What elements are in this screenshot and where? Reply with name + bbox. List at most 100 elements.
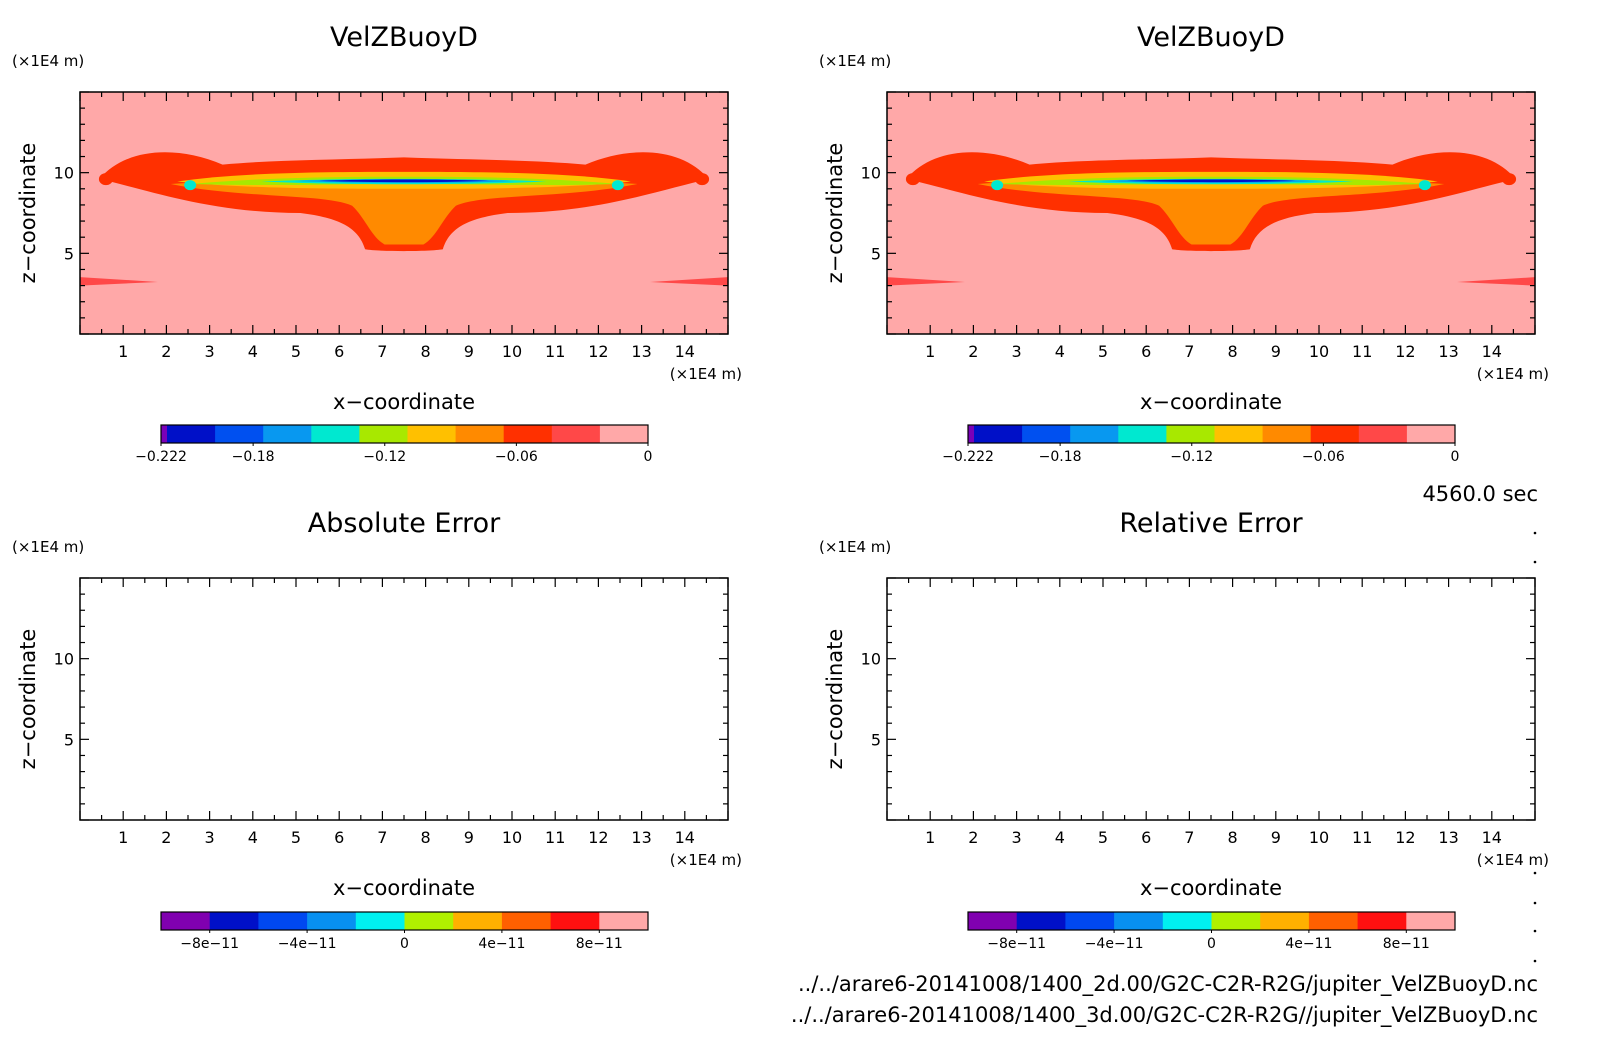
colorbar-swatch [1114, 912, 1164, 930]
colorbar-swatch [1406, 425, 1456, 443]
x-tick-label: 1 [118, 828, 128, 847]
colorbar-tick-label: 0 [400, 936, 409, 952]
y-axis-label: z−coordinate [16, 629, 40, 770]
x-tick-label: 10 [502, 828, 522, 847]
contour-edge-blob [695, 173, 710, 186]
x-tick-label: 12 [588, 828, 608, 847]
y-tick-label: 10 [54, 650, 74, 669]
colorbar-swatch [1016, 912, 1066, 930]
contour-band-dark-blue [1126, 179, 1296, 183]
x-tick-label: 7 [377, 342, 387, 361]
y-tick-label: 5 [871, 730, 881, 749]
contour-core-spot [611, 180, 624, 191]
colorbar-frame [967, 424, 1456, 444]
colorbar: −0.222 −0.18 −0.12 −0.06 0 [135, 424, 652, 465]
x-tick-label: 10 [1309, 828, 1329, 847]
colorbar-swatch [968, 912, 1018, 930]
y-tick-label: 5 [871, 244, 881, 263]
contour-core-spot [184, 180, 197, 191]
x-tick-label: 11 [545, 828, 565, 847]
colorbar-swatch [1070, 425, 1119, 443]
x-tick-label: 4 [1055, 828, 1065, 847]
y-axis-label: z−coordinate [823, 629, 847, 770]
colorbar-swatch [263, 425, 312, 443]
x-tick-label: 6 [1141, 342, 1151, 361]
contour-edge-blob [1502, 173, 1517, 186]
colorbar-swatch [311, 425, 360, 443]
x-tick-label: 8 [1228, 828, 1238, 847]
x-tick-label: 8 [1228, 342, 1238, 361]
x-tick-label: 14 [1482, 342, 1502, 361]
contour-band-low-right [650, 277, 728, 286]
contour-band-orange [977, 179, 1445, 245]
colorbar-swatch [501, 912, 552, 930]
x-tick-label: 7 [1184, 828, 1194, 847]
colorbar-swatch [407, 425, 457, 443]
colorbar-swatch [1260, 912, 1310, 930]
x-tick-label: 8 [421, 342, 431, 361]
x-tick-label: 3 [205, 342, 215, 361]
x-tick-label: 9 [1271, 828, 1281, 847]
colorbar-tick-label: −0.222 [942, 449, 994, 465]
colorbar-swatch [599, 425, 649, 443]
x-tick-label: 1 [925, 342, 935, 361]
colorbar: −8e−11 −4e−11 0 4e−11 8e−11 [967, 911, 1456, 952]
contour-band-low-right [1457, 277, 1535, 286]
colorbar-tick-label: −0.222 [135, 449, 187, 465]
x-tick-label: 5 [291, 342, 301, 361]
colorbar-tick-label: −4e−11 [1085, 936, 1144, 952]
x-unit-label: (×1E4 m) [1477, 851, 1549, 869]
contour-band-dark-blue [319, 179, 489, 183]
colorbar-swatch [550, 912, 600, 930]
x-tick-label: 7 [1184, 342, 1194, 361]
x-tick-label: 13 [1438, 828, 1458, 847]
y-unit-label: (×1E4 m) [12, 52, 84, 70]
colorbar-tick-label: −4e−11 [278, 936, 337, 952]
colorbar-swatch [307, 912, 357, 930]
colorbar-swatch [1308, 912, 1359, 930]
x-tick-label: 1 [925, 828, 935, 847]
x-tick-label: 11 [1352, 342, 1372, 361]
colorbar-tick-label: −0.18 [1039, 449, 1082, 465]
colorbar-swatch [161, 912, 211, 930]
file-path-1: ../../arare6-20141008/1400_2d.00/G2C-C2R… [797, 972, 1538, 996]
colorbar-tick-label: 4e−11 [478, 936, 525, 952]
x-tick-label: 5 [291, 828, 301, 847]
x-tick-label: 4 [1055, 342, 1065, 361]
x-tick-label: 9 [464, 828, 474, 847]
colorbar-swatch [355, 912, 405, 930]
contour-edge-blob [905, 173, 920, 186]
colorbar-swatch [1166, 425, 1215, 443]
x-tick-label: 5 [1098, 828, 1108, 847]
colorbar-swatch [1211, 912, 1261, 930]
colorbar-swatch [1262, 425, 1312, 443]
colorbar-tick-label: −8e−11 [987, 936, 1046, 952]
colorbar-swatch [974, 425, 1023, 443]
y-unit-label: (×1E4 m) [12, 538, 84, 556]
colorbar-tick-label: 8e−11 [1383, 936, 1430, 952]
x-unit-label: (×1E4 m) [1477, 365, 1549, 383]
contour-band-low-left [80, 277, 158, 286]
colorbar-tick-label: −0.12 [1170, 449, 1213, 465]
colorbar-swatch [161, 425, 167, 443]
colorbar-swatch [551, 425, 601, 443]
contour-field [80, 152, 728, 286]
y-tick-label: 5 [64, 244, 74, 263]
colorbar-swatch [1214, 425, 1264, 443]
marker-dot [1533, 959, 1537, 963]
file-path-2: ../../arare6-20141008/1400_3d.00/G2C-C2R… [790, 1003, 1538, 1027]
x-tick-label: 12 [1395, 342, 1415, 361]
x-tick-label: 10 [1309, 342, 1329, 361]
x-tick-label: 13 [1438, 342, 1458, 361]
colorbar-tick-label: −0.12 [363, 449, 406, 465]
x-tick-label: 3 [1012, 342, 1022, 361]
y-tick-label: 5 [64, 730, 74, 749]
colorbar-swatch [968, 425, 974, 443]
chart-title: Relative Error [1119, 508, 1303, 539]
y-tick-label: 10 [861, 164, 881, 183]
colorbar-swatch [455, 425, 505, 443]
colorbar-swatch [1162, 912, 1212, 930]
